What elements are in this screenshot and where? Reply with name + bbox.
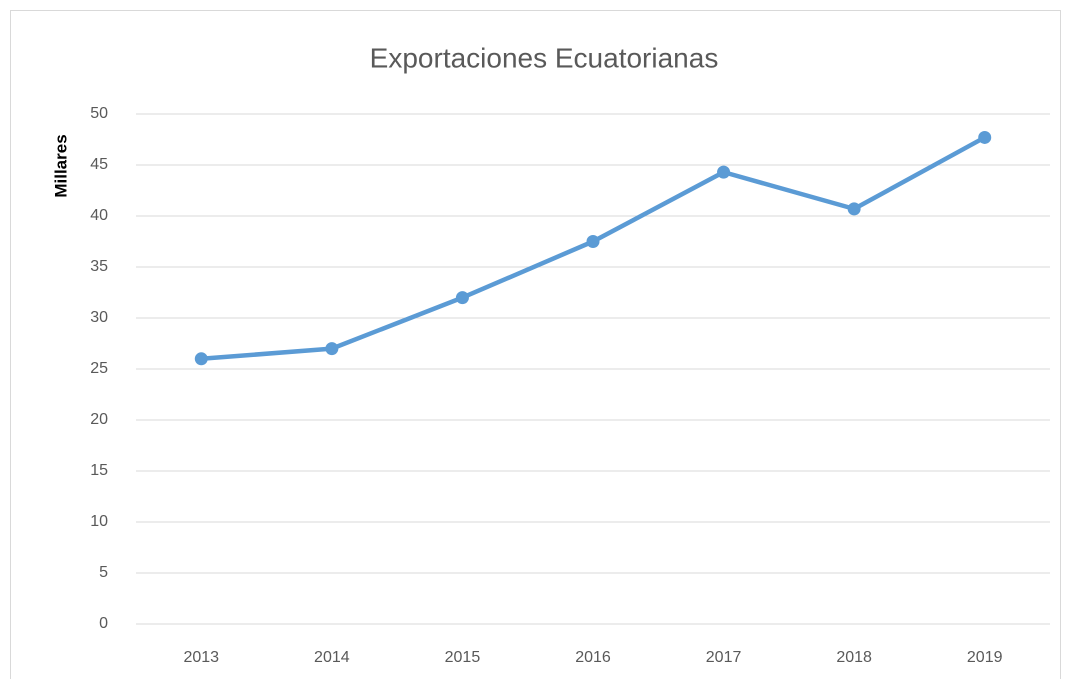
x-tick-label: 2016 xyxy=(575,649,611,666)
data-point xyxy=(194,352,208,366)
data-point xyxy=(325,342,339,356)
y-tick-label: 15 xyxy=(90,462,108,479)
y-tick-label: 30 xyxy=(90,309,108,326)
data-point xyxy=(717,165,731,179)
y-tick-label: 45 xyxy=(90,156,108,173)
y-tick-label: 10 xyxy=(90,513,108,530)
y-tick-label: 0 xyxy=(99,615,108,632)
chart-border xyxy=(10,10,1061,679)
x-tick-label: 2019 xyxy=(967,649,1003,666)
y-tick-label: 50 xyxy=(90,105,108,122)
x-tick-label: 2015 xyxy=(445,649,481,666)
y-tick-label: 5 xyxy=(99,564,108,581)
data-point xyxy=(455,291,469,305)
data-point xyxy=(978,130,992,144)
y-tick-label: 35 xyxy=(90,258,108,275)
x-tick-label: 2017 xyxy=(706,649,742,666)
y-tick-label: 40 xyxy=(90,207,108,224)
y-axis-label: Millares xyxy=(51,134,70,197)
data-line xyxy=(201,135,986,362)
chart-title: Exportaciones Ecuatorianas xyxy=(370,42,719,73)
x-tick-label: 2018 xyxy=(836,649,872,666)
data-point xyxy=(586,235,600,248)
y-tick-label: 25 xyxy=(90,360,108,377)
y-tick-label: 20 xyxy=(90,411,108,428)
x-tick-label: 2014 xyxy=(314,649,350,666)
x-tick-label: 2013 xyxy=(183,649,219,666)
data-point xyxy=(847,202,861,216)
